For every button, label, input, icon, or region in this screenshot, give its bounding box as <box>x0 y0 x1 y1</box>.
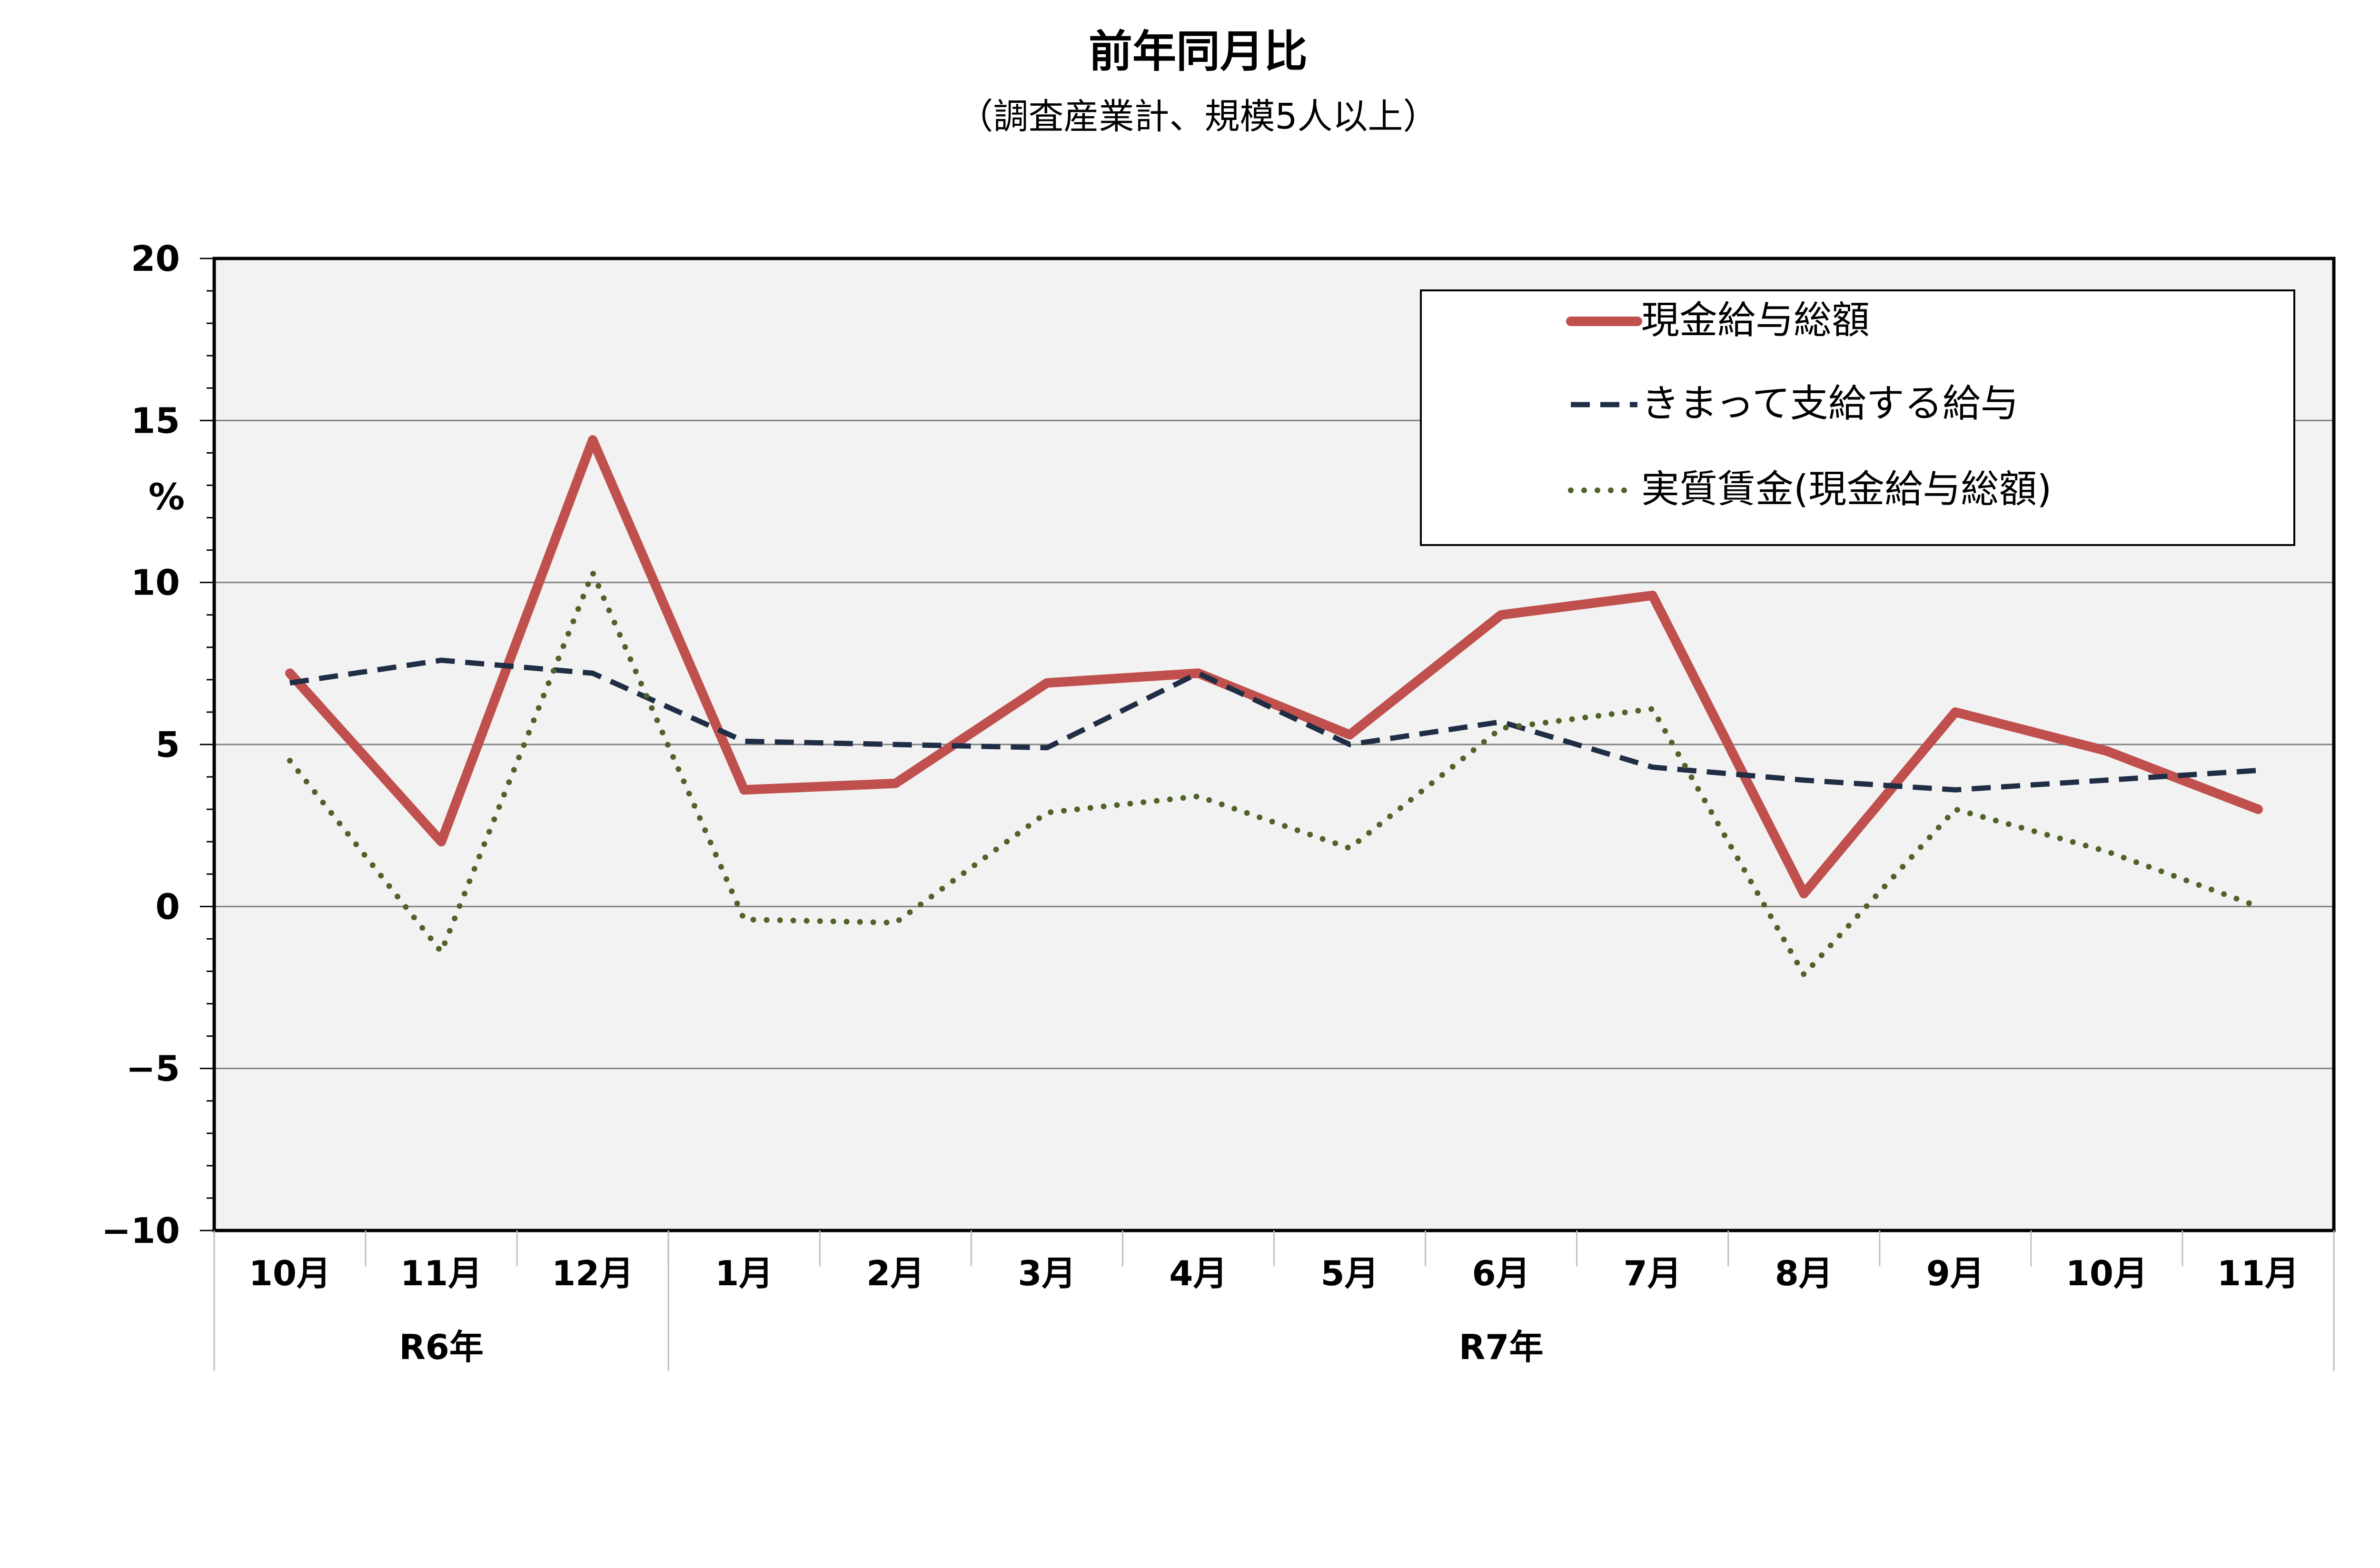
data-point <box>1804 780 1805 781</box>
data-point <box>1349 848 1350 849</box>
data-point <box>1501 721 1502 722</box>
data-point <box>1198 796 1199 797</box>
data-point <box>289 683 290 684</box>
legend-entry: きまって支給する給与 <box>1641 381 2019 426</box>
y-tick-labels: 20 15 10 5 0 −5 −10 <box>101 238 180 1251</box>
x-tick-label: 11月 <box>400 1253 482 1293</box>
y-axis-label: % <box>149 476 185 518</box>
series-layer <box>285 435 2263 978</box>
gridlines <box>214 419 2334 1070</box>
legend-entry: 実質賃金(現金給与総額) <box>1641 467 2052 511</box>
data-point <box>592 673 593 674</box>
data-point <box>895 922 896 923</box>
data-point <box>1046 812 1047 813</box>
chart-title: 前年同月比 <box>1089 26 1308 77</box>
year-group-label: R6年 <box>399 1327 484 1367</box>
x-tick-label: 11月 <box>2217 1253 2299 1293</box>
data-point <box>1349 744 1350 745</box>
y-tick-label: 0 <box>156 886 180 927</box>
legend-entry: 現金給与総額 <box>1641 298 1870 342</box>
x-tick-label: 6月 <box>1472 1253 1530 1293</box>
data-point <box>289 760 290 761</box>
data-point <box>1652 767 1653 768</box>
data-point <box>2258 906 2259 907</box>
data-point <box>289 673 290 674</box>
y-tick-label: 20 <box>131 238 180 279</box>
x-tick-label: 5月 <box>1320 1253 1378 1293</box>
data-point <box>1046 747 1047 748</box>
data-point <box>1652 708 1653 709</box>
y-tick-label: 15 <box>131 400 180 441</box>
legend-box <box>1420 289 2295 546</box>
data-point <box>1349 734 1350 735</box>
data-point <box>2106 851 2107 852</box>
x-tick-label: 10月 <box>249 1253 331 1293</box>
y-tick-label: 10 <box>131 563 180 604</box>
x-tick-label: 1月 <box>715 1253 773 1293</box>
y-tick-label: 5 <box>156 724 180 765</box>
x-axis: 10月 11月 12月 1月 2月 3月 4月 5月 6月 7月 8月 9月 10月 11月 R6年 R7年 <box>213 1231 2335 1371</box>
data-point <box>895 744 896 745</box>
x-tick-label: 4月 <box>1169 1253 1227 1293</box>
x-tick-label: 10月 <box>2066 1253 2148 1293</box>
y-tick-label: −5 <box>126 1049 180 1090</box>
series-line <box>285 435 2263 899</box>
data-point <box>1501 728 1502 729</box>
x-tick-label: 8月 <box>1775 1253 1833 1293</box>
data-point <box>441 952 442 953</box>
data-point <box>1198 673 1199 674</box>
x-tick-label: 12月 <box>552 1253 634 1293</box>
series-line <box>287 570 2261 978</box>
data-point <box>2258 770 2259 771</box>
data-point <box>441 841 442 842</box>
data-point <box>1804 974 1805 975</box>
data-point <box>2106 751 2107 752</box>
x-tick-label: 9月 <box>1926 1253 1984 1293</box>
y-minor-ticks <box>200 258 214 1231</box>
data-point <box>2258 809 2259 810</box>
data-point <box>2106 780 2107 781</box>
x-tick-label: 3月 <box>1018 1253 1076 1293</box>
data-point <box>895 783 896 784</box>
data-point <box>592 572 593 573</box>
data-point <box>1955 809 1956 810</box>
data-point <box>592 439 593 440</box>
data-point <box>1046 683 1047 684</box>
y-tick-label: −10 <box>101 1211 180 1251</box>
data-point <box>1955 712 1956 713</box>
chart-subtitle: （調査産業計、規模5人以上） <box>958 96 1438 137</box>
data-point <box>1804 893 1805 894</box>
data-point <box>1955 789 1956 790</box>
x-tick-label: 7月 <box>1624 1253 1682 1293</box>
year-group-label: R7年 <box>1459 1327 1544 1367</box>
data-point <box>1652 595 1653 596</box>
data-point <box>441 660 442 661</box>
x-tick-label: 2月 <box>866 1253 924 1293</box>
series-line <box>289 657 2259 793</box>
